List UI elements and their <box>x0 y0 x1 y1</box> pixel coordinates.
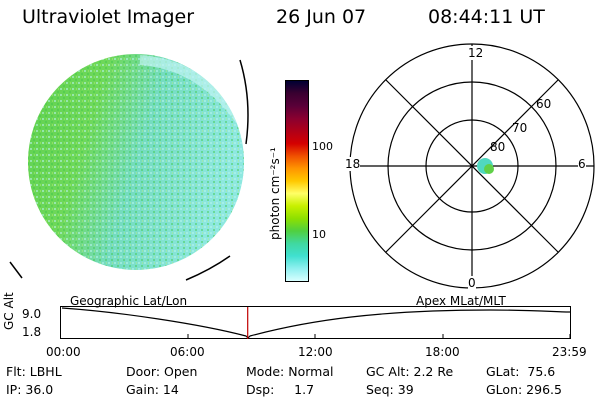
altitude-curve <box>61 307 571 339</box>
status-gc-alt: GC Alt: 2.2 Re <box>366 364 454 379</box>
lat-label-70: 70 <box>512 121 528 135</box>
status-filter: Flt: LBHL <box>6 364 62 379</box>
limb-arc-upper <box>239 59 249 145</box>
status-door: Door: Open <box>126 364 198 379</box>
hour-label-18: 18 <box>345 157 361 171</box>
limb-arc-lower <box>185 255 231 281</box>
apex-label: Apex MLat/MLT <box>416 294 506 308</box>
status-glat: GLat: 75.6 <box>486 364 556 379</box>
hour-label-12: 12 <box>468 46 484 60</box>
y-max-label: 9.0 <box>22 307 42 321</box>
time-tick-3: 18:00 <box>425 345 460 359</box>
polar-dial <box>349 43 595 289</box>
time-label: 08:44:11 UT <box>428 6 545 28</box>
limb-arc-left <box>9 261 23 279</box>
status-seq: Seq: 39 <box>366 382 414 397</box>
status-mode: Mode: Normal <box>246 364 334 379</box>
colorbar-unit-label: photon cm⁻²s⁻¹ <box>268 147 282 240</box>
lat-label-80: 80 <box>490 140 506 154</box>
status-gain: Gain: 14 <box>126 382 179 397</box>
status-ip: IP: 36.0 <box>6 382 54 397</box>
geographic-label: Geographic Lat/Lon <box>70 294 188 308</box>
altitude-timeline <box>60 306 571 339</box>
y-min-label: 1.8 <box>22 325 42 339</box>
time-tick-2: 12:00 <box>298 345 333 359</box>
colorbar-tick-10: 10 <box>312 228 326 241</box>
axis-title: GC Alt <box>2 292 16 330</box>
status-dsp: Dsp: 1.7 <box>246 382 315 397</box>
lat-label-60: 60 <box>536 97 552 111</box>
auroral-image <box>9 54 249 281</box>
time-tick-4: 23:59 <box>552 345 587 359</box>
colorbar-tick-100: 100 <box>312 140 333 153</box>
time-tick-0: 00:00 <box>46 345 81 359</box>
status-glon: GLon: 296.5 <box>486 382 562 397</box>
hour-label-0: 0 <box>468 276 476 290</box>
colorbar <box>285 80 309 282</box>
instrument-title: Ultraviolet Imager <box>22 6 195 28</box>
hour-label-6: 6 <box>578 157 586 171</box>
date-label: 26 Jun 07 <box>276 6 367 28</box>
time-tick-1: 06:00 <box>170 345 205 359</box>
